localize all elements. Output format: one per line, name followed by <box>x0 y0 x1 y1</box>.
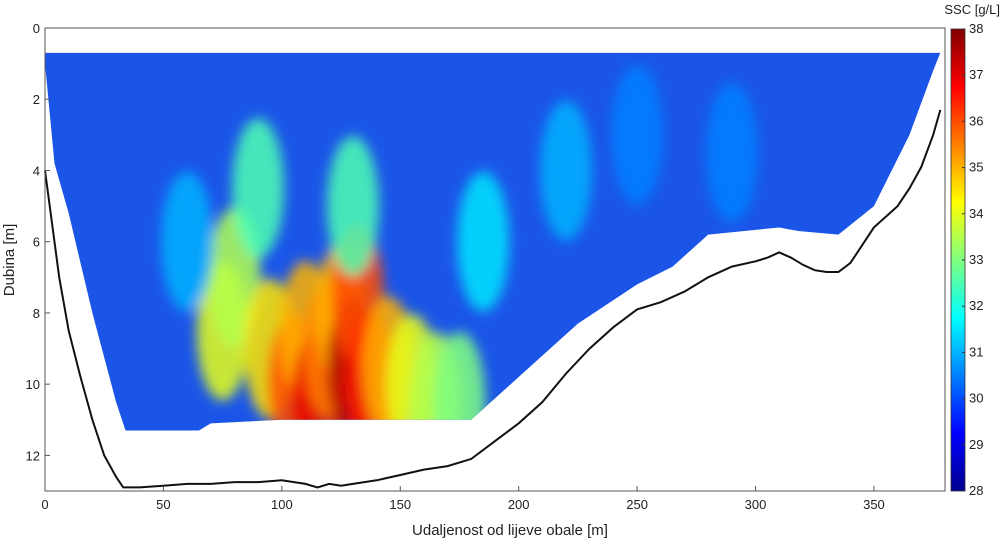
colorbar-tick-label: 35 <box>969 160 983 175</box>
colorbar-tick-label: 38 <box>969 21 983 36</box>
colorbar-tick-label: 36 <box>969 113 983 128</box>
ssc-hotspot-14 <box>433 331 486 431</box>
x-tick-label: 100 <box>271 497 293 512</box>
y-tick-label: 4 <box>33 163 40 178</box>
plot-frame <box>44 27 946 492</box>
colorbar-title: SSC [g/L] <box>944 2 1000 17</box>
riverbed-line <box>44 109 942 489</box>
ssc-hotspot-21 <box>705 82 758 223</box>
x-axis: 0 50 100 150 200 250 300 350 <box>41 486 885 512</box>
y-tick-label: 2 <box>33 92 40 107</box>
y-axis: 0 2 4 6 8 10 12 <box>26 21 50 463</box>
ssc-hotspot-16 <box>232 118 285 259</box>
x-tick-label: 200 <box>508 497 530 512</box>
x-tick-label: 150 <box>389 497 411 512</box>
x-tick-label: 50 <box>156 497 170 512</box>
colorbar-tick-label: 37 <box>969 67 983 82</box>
ssc-hotspot-17 <box>326 136 379 277</box>
x-tick-label: 0 <box>41 497 48 512</box>
colorbar-tick-label: 32 <box>969 298 983 313</box>
ssc-hotspot-20 <box>611 64 664 205</box>
x-axis-title: Udaljenost od lijeve obale [m] <box>412 522 608 539</box>
x-tick-label: 250 <box>626 497 648 512</box>
y-tick-label: 12 <box>26 448 40 463</box>
plot-area <box>44 27 946 492</box>
y-axis-title: Dubina [m] <box>1 224 18 297</box>
ssc-hotspot-15 <box>161 171 214 312</box>
colorbar-tick-label: 30 <box>969 391 983 406</box>
x-tick-label: 300 <box>745 497 767 512</box>
ssc-hotspot-18 <box>457 171 510 312</box>
x-tick-label: 350 <box>863 497 885 512</box>
colorbar: SSC [g/L] 28 29 30 31 32 33 34 35 36 37 38 <box>944 2 1000 498</box>
ssc-hotspot-19 <box>540 100 593 241</box>
y-tick-label: 6 <box>33 235 40 250</box>
y-tick-label: 10 <box>26 377 40 392</box>
colorbar-tick-label: 28 <box>969 483 983 498</box>
y-tick-label: 8 <box>33 306 40 321</box>
y-tick-label: 0 <box>33 21 40 36</box>
colorbar-tick-label: 29 <box>969 437 983 452</box>
colorbar-tick-label: 31 <box>969 344 983 359</box>
colorbar-tick-label: 34 <box>969 206 983 221</box>
colorbar-tick-label: 33 <box>969 252 983 267</box>
